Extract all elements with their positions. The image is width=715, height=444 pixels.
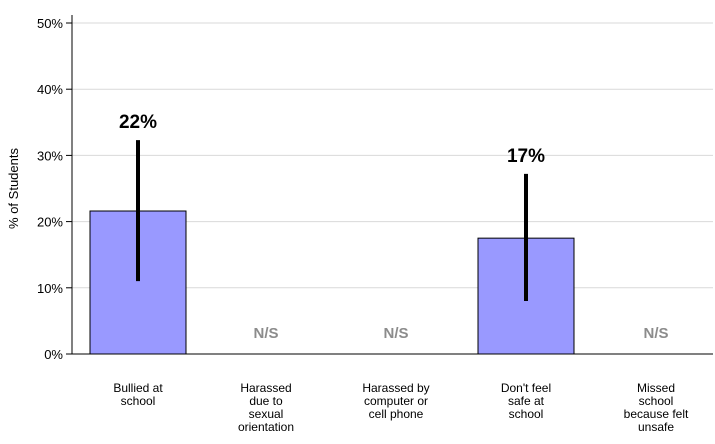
x-category-label-line: orientation: [238, 420, 294, 434]
x-category-label-line: school: [509, 407, 544, 421]
not-significant-label: N/S: [383, 325, 408, 342]
y-axis-title: % of Students: [6, 148, 21, 229]
x-category-label-line: computer or: [364, 394, 428, 408]
bar-value-label: 22%: [119, 112, 157, 133]
y-tick-label: 50%: [37, 16, 63, 31]
x-category-label-line: sexual: [249, 407, 284, 421]
x-category-label-line: Don't feel: [501, 381, 551, 395]
y-tick-label: 40%: [37, 82, 63, 97]
y-tick-label: 10%: [37, 281, 63, 296]
x-category-label-line: cell phone: [369, 407, 424, 421]
bar-value-label: 17%: [507, 146, 545, 167]
x-category-label-line: school: [639, 394, 674, 408]
x-category-label-line: Harassed: [240, 381, 291, 395]
x-category-label-line: because felt: [624, 407, 689, 421]
y-tick-label: 0%: [44, 347, 63, 362]
x-category-label: Bullied at school: [113, 381, 163, 408]
x-category-label-line: school: [121, 394, 156, 408]
not-significant-label: N/S: [643, 325, 668, 342]
x-category-label: Harassed by computer or cell phone: [362, 381, 429, 421]
not-significant-label: N/S: [253, 325, 278, 342]
x-category-label: Don't feel safe at school: [501, 381, 551, 421]
y-tick-label: 30%: [37, 148, 63, 163]
x-category-label-line: Harassed by: [362, 381, 429, 395]
x-category-label: Harassed due to sexual orientation: [238, 381, 294, 434]
x-category-label-line: unsafe: [638, 420, 674, 434]
y-tick-label: 20%: [37, 215, 63, 230]
x-category-label-line: Missed: [637, 381, 675, 395]
x-category-label-line: due to: [249, 394, 283, 408]
x-category-label: Missed school because felt unsafe: [624, 381, 689, 434]
x-category-label-line: Bullied at: [113, 381, 163, 395]
x-category-label-line: safe at: [508, 394, 545, 408]
